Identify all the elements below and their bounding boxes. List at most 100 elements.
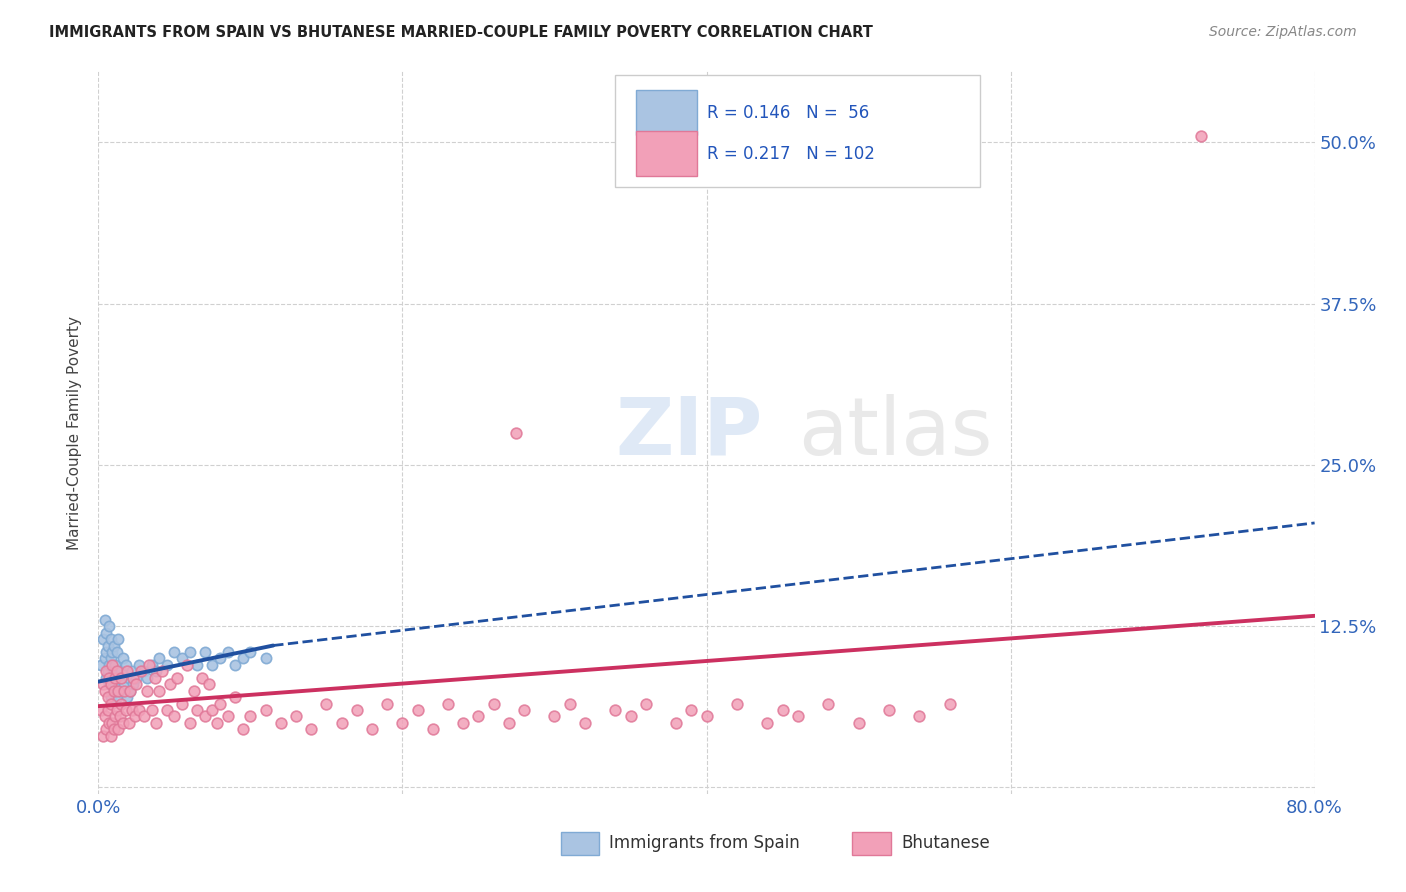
Point <box>437 697 460 711</box>
Point <box>111 715 134 730</box>
Point <box>232 723 254 737</box>
Point <box>128 703 150 717</box>
Point <box>101 715 124 730</box>
Text: Immigrants from Spain: Immigrants from Spain <box>609 834 800 852</box>
Point <box>136 671 159 685</box>
Point <box>121 665 143 679</box>
Point <box>513 703 536 717</box>
Point <box>110 671 132 685</box>
Point <box>148 683 170 698</box>
Point <box>156 703 179 717</box>
Point <box>132 665 155 679</box>
Point <box>93 613 115 627</box>
Y-axis label: Married-Couple Family Poverty: Married-Couple Family Poverty <box>67 316 83 549</box>
Point <box>101 671 124 685</box>
Point <box>114 657 136 672</box>
Point <box>239 709 262 723</box>
Point <box>100 651 122 665</box>
Point <box>908 709 931 723</box>
Point <box>121 703 143 717</box>
Point <box>104 671 127 685</box>
Point <box>138 657 160 672</box>
Text: ZIP: ZIP <box>616 393 762 472</box>
Point <box>114 703 136 717</box>
Point <box>166 671 188 685</box>
Point <box>163 709 186 723</box>
Point <box>725 697 748 711</box>
Point <box>145 715 167 730</box>
Point <box>186 703 208 717</box>
Point <box>100 677 122 691</box>
Point <box>330 715 353 730</box>
Point <box>198 677 221 691</box>
Point <box>90 703 112 717</box>
Point <box>453 715 475 730</box>
Point <box>90 657 112 672</box>
Bar <box>561 832 599 855</box>
Point <box>422 723 444 737</box>
Point <box>104 657 127 672</box>
Point <box>93 683 115 698</box>
Point <box>148 651 170 665</box>
Point <box>194 645 217 659</box>
Point <box>141 657 163 672</box>
Point <box>112 683 135 698</box>
Point <box>120 683 142 698</box>
Point <box>232 651 254 665</box>
Point <box>772 703 794 717</box>
Point <box>156 657 179 672</box>
Point <box>98 671 121 685</box>
Text: Source: ZipAtlas.com: Source: ZipAtlas.com <box>1209 25 1357 39</box>
Point <box>98 677 121 691</box>
Point <box>96 703 118 717</box>
Point <box>179 645 201 659</box>
Point <box>103 665 125 679</box>
FancyBboxPatch shape <box>636 131 697 176</box>
Point <box>107 632 129 646</box>
Point <box>574 715 596 730</box>
Point <box>94 625 117 640</box>
Point <box>696 709 718 723</box>
Point <box>94 671 117 685</box>
Point <box>112 677 135 691</box>
Text: R = 0.217   N = 102: R = 0.217 N = 102 <box>707 145 875 163</box>
Point <box>100 690 122 705</box>
Point <box>505 425 527 440</box>
Point <box>205 715 228 730</box>
Point <box>209 651 232 665</box>
Point <box>194 709 217 723</box>
Point <box>375 697 398 711</box>
Text: atlas: atlas <box>797 393 993 472</box>
Point <box>170 697 193 711</box>
Point <box>98 619 121 633</box>
Point <box>125 677 148 691</box>
Point <box>239 645 262 659</box>
Point <box>110 697 132 711</box>
Point <box>91 729 114 743</box>
Point <box>1189 128 1212 143</box>
Point <box>634 697 657 711</box>
FancyBboxPatch shape <box>616 75 980 187</box>
Point <box>254 651 277 665</box>
Point <box>125 671 148 685</box>
Point <box>96 690 118 705</box>
Point <box>118 715 141 730</box>
Point <box>498 715 520 730</box>
Point <box>96 639 118 653</box>
Point <box>103 723 125 737</box>
Point <box>270 715 292 730</box>
Point <box>104 677 127 691</box>
Point <box>108 683 131 698</box>
Point <box>91 677 114 691</box>
Point <box>100 729 122 743</box>
Point <box>100 697 122 711</box>
Point <box>482 697 505 711</box>
Point <box>122 671 145 685</box>
Point <box>619 709 641 723</box>
Point <box>136 683 159 698</box>
Point <box>91 632 114 646</box>
Bar <box>852 832 891 855</box>
Point <box>96 665 118 679</box>
Point <box>107 671 129 685</box>
Point <box>183 683 205 698</box>
